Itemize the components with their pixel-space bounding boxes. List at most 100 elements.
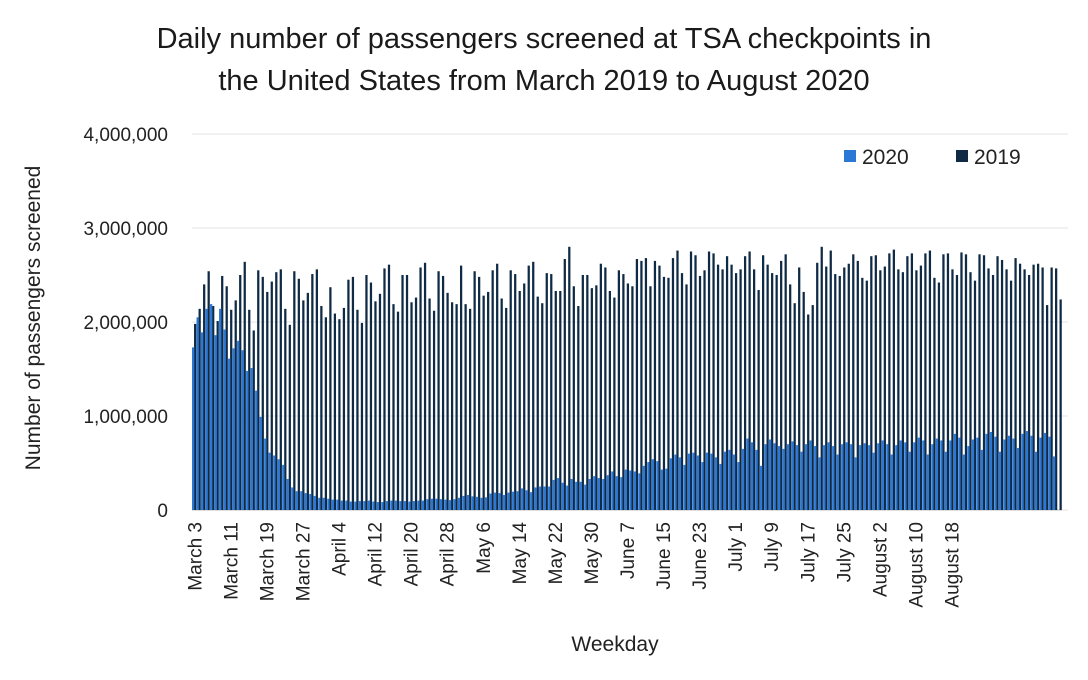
y-tick-label: 4,000,000 (83, 125, 168, 146)
bar-2020 (372, 501, 375, 510)
bar-2020 (1034, 451, 1038, 510)
bar-2020 (201, 332, 204, 510)
bar-2019 (716, 264, 720, 510)
x-axis-ticks: March 3 March 11 March 19 March 27 April 4 Ap… (185, 522, 963, 608)
bar-2019 (586, 275, 589, 510)
bar-2020 (665, 468, 668, 510)
bar-2020 (818, 457, 821, 510)
chart-title-line-2: the United States from March 2019 to Aug… (218, 65, 870, 97)
bar-2019 (757, 290, 760, 510)
bar-2019 (437, 271, 440, 510)
bar-2020 (286, 478, 289, 510)
bar-2019 (212, 306, 215, 510)
bar-2020 (944, 451, 948, 510)
bar-2020 (268, 452, 271, 510)
bar-2019 (739, 269, 742, 510)
bar-2019 (865, 280, 868, 510)
bar-2020 (512, 491, 515, 510)
x-tick-label: August 18 (943, 522, 964, 608)
bar-2020 (381, 502, 384, 510)
bar-2020 (223, 329, 226, 510)
bar-2020 (385, 501, 389, 510)
bar-2020 (881, 440, 884, 510)
bar-2019 (847, 263, 850, 510)
bar-2020 (313, 495, 316, 510)
bar-2020 (629, 470, 632, 510)
bar-2019 (608, 290, 611, 510)
bar-2020 (683, 464, 686, 510)
bar-2020 (525, 490, 528, 510)
bar-2019 (969, 272, 972, 510)
bar-2019 (270, 281, 273, 510)
bar-2020 (868, 445, 871, 510)
bar-2020 (656, 461, 659, 510)
bar-2019 (955, 275, 959, 510)
bar-2020 (475, 496, 479, 510)
bar-2019 (946, 253, 950, 510)
bar-2019 (613, 297, 616, 510)
bar-2020 (782, 448, 785, 510)
bar-2020 (886, 444, 889, 510)
bar-2019 (883, 266, 886, 510)
bar-2019 (432, 310, 436, 510)
bar-2020 (363, 501, 366, 510)
bar-2020 (755, 449, 758, 510)
bar-2020 (931, 444, 934, 510)
bar-2020 (958, 437, 961, 510)
bar-2020 (566, 485, 569, 510)
bar-2019 (820, 246, 823, 511)
x-tick-label: May 22 (546, 522, 567, 584)
bar-2020 (998, 451, 1002, 510)
bar-2019 (653, 260, 657, 510)
y-axis-ticks: 0 1,000,000 2,000,000 3,000,000 4,000,000 (83, 125, 168, 522)
bar-2019 (829, 250, 832, 510)
bar-2020 (1043, 432, 1047, 510)
bar-2019 (834, 274, 837, 510)
bar-2020 (489, 493, 492, 510)
x-tick-label: March 11 (221, 522, 242, 600)
bar-2019 (640, 260, 643, 510)
bar-2019 (550, 274, 553, 510)
bar-2020 (354, 501, 357, 510)
bar-2019 (405, 275, 409, 510)
bar-2020 (277, 459, 280, 510)
bar-2020 (426, 499, 429, 510)
bar-2019 (441, 275, 445, 510)
x-tick-label: August 2 (870, 522, 891, 597)
bar-2019 (1032, 264, 1035, 510)
bar-2019 (978, 254, 981, 510)
bar-2019 (414, 297, 418, 510)
bar-2020 (466, 494, 470, 510)
y-axis-title: Number of passengers screened (22, 166, 45, 471)
bar-2020 (327, 498, 330, 510)
bar-2019 (617, 270, 621, 510)
bar-2020 (611, 471, 614, 510)
bar-2020 (768, 439, 772, 510)
bar-2020 (345, 500, 348, 510)
x-tick-label: March 19 (257, 522, 278, 601)
bar-2019 (725, 256, 729, 510)
bar-2019 (1000, 259, 1004, 510)
bar-2020 (705, 452, 709, 510)
bar-2020 (430, 498, 434, 510)
bar-2020 (534, 487, 537, 510)
bar-2020 (710, 453, 713, 510)
bar-2020 (741, 448, 745, 510)
bar-2019 (960, 252, 963, 510)
bar-2020 (1021, 433, 1024, 510)
bar-2019 (198, 308, 201, 510)
bar-2019 (870, 256, 873, 510)
x-tick-label: April 28 (438, 522, 459, 586)
bar-2019 (658, 265, 661, 510)
bar-2019 (365, 275, 368, 510)
bar-2019 (496, 263, 499, 510)
bar-2020 (552, 479, 555, 510)
bar-2020 (331, 499, 334, 510)
bar-2019 (838, 275, 841, 510)
bar-2019 (933, 277, 936, 510)
bar-2019 (771, 273, 774, 510)
bar-2019 (288, 324, 291, 510)
bar-2020 (926, 454, 930, 510)
bar-2019 (527, 265, 530, 510)
